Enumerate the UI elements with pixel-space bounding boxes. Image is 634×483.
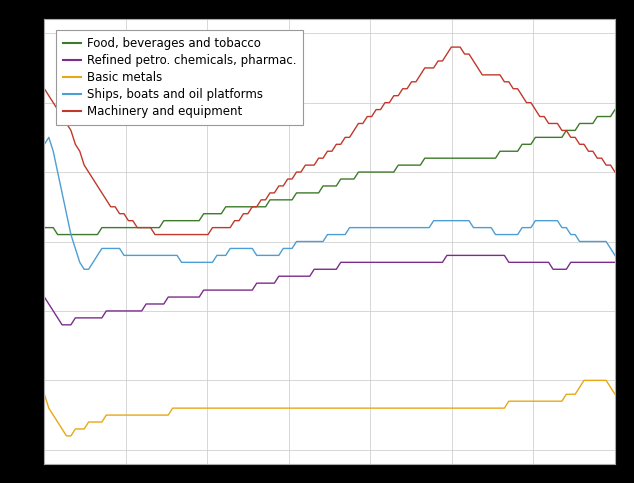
Refined petro. chemicals, pharmac. (200, 287, 207, 293)
Line: Food, beverages and tobacco: Food, beverages and tobacco (44, 110, 615, 235)
Machinery and equipment (341, 134, 349, 140)
Ships, boats and oil platforms (204, 259, 212, 265)
Refined petro. chemicals, pharmac. (288, 273, 296, 279)
Food, beverages and tobacco (421, 155, 429, 161)
Machinery and equipment (151, 232, 158, 238)
Basic metals (421, 405, 429, 411)
Refined petro. chemicals, pharmac. (58, 322, 66, 327)
Basic metals (580, 378, 588, 384)
Ships, boats and oil platforms (81, 266, 88, 272)
Food, beverages and tobacco (288, 197, 296, 203)
Machinery and equipment (421, 65, 429, 71)
Basic metals (200, 405, 207, 411)
Line: Refined petro. chemicals, pharmac.: Refined petro. chemicals, pharmac. (44, 256, 615, 325)
Basic metals (465, 405, 473, 411)
Ships, boats and oil platforms (45, 134, 53, 140)
Basic metals (288, 405, 296, 411)
Food, beverages and tobacco (465, 155, 473, 161)
Refined petro. chemicals, pharmac. (496, 253, 504, 258)
Machinery and equipment (496, 72, 504, 78)
Basic metals (492, 405, 500, 411)
Refined petro. chemicals, pharmac. (611, 259, 619, 265)
Ships, boats and oil platforms (41, 142, 48, 147)
Refined petro. chemicals, pharmac. (341, 259, 349, 265)
Refined petro. chemicals, pharmac. (443, 253, 451, 258)
Food, beverages and tobacco (200, 211, 207, 216)
Line: Basic metals: Basic metals (44, 381, 615, 436)
Ships, boats and oil platforms (425, 225, 433, 230)
Machinery and equipment (470, 58, 477, 64)
Ships, boats and oil platforms (611, 253, 619, 258)
Line: Ships, boats and oil platforms: Ships, boats and oil platforms (44, 137, 615, 269)
Basic metals (341, 405, 349, 411)
Ships, boats and oil platforms (346, 225, 353, 230)
Basic metals (41, 391, 48, 397)
Basic metals (63, 433, 70, 439)
Ships, boats and oil platforms (293, 239, 301, 244)
Machinery and equipment (288, 176, 296, 182)
Food, beverages and tobacco (492, 155, 500, 161)
Food, beverages and tobacco (54, 232, 61, 238)
Refined petro. chemicals, pharmac. (470, 253, 477, 258)
Food, beverages and tobacco (41, 225, 48, 230)
Food, beverages and tobacco (611, 107, 619, 113)
Ships, boats and oil platforms (470, 225, 477, 230)
Machinery and equipment (448, 44, 455, 50)
Machinery and equipment (200, 232, 207, 238)
Ships, boats and oil platforms (496, 232, 504, 238)
Line: Machinery and equipment: Machinery and equipment (44, 47, 615, 235)
Machinery and equipment (41, 86, 48, 92)
Refined petro. chemicals, pharmac. (421, 259, 429, 265)
Legend: Food, beverages and tobacco, Refined petro. chemicals, pharmac., Basic metals, S: Food, beverages and tobacco, Refined pet… (56, 29, 303, 126)
Basic metals (611, 391, 619, 397)
Food, beverages and tobacco (341, 176, 349, 182)
Machinery and equipment (611, 169, 619, 175)
Refined petro. chemicals, pharmac. (41, 294, 48, 300)
